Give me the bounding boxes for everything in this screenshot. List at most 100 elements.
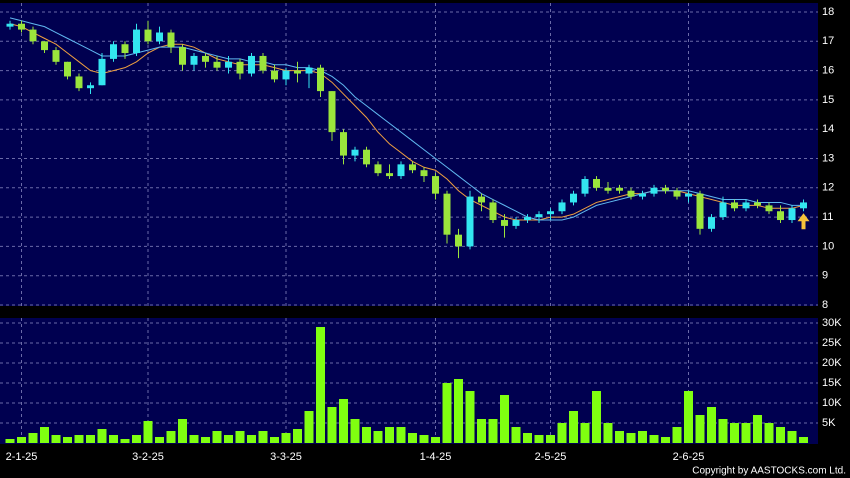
y-tick-label: 5K [822, 417, 836, 429]
candle-body [179, 47, 186, 65]
volume-bar [615, 431, 624, 443]
volume-bar [166, 431, 176, 443]
candle-body [144, 29, 152, 42]
candle-body [248, 55, 255, 74]
candle-body [52, 50, 60, 62]
candle-body [754, 202, 761, 206]
volume-bar [258, 431, 268, 443]
candle-body [29, 29, 37, 42]
candle-body [87, 85, 94, 89]
candle-body [75, 76, 83, 89]
volume-bar [350, 419, 360, 443]
candle-body [524, 217, 531, 221]
candle-body [501, 220, 508, 226]
volume-bar [281, 433, 291, 443]
volume-bar [649, 435, 659, 443]
candle-body [535, 214, 543, 218]
volume-bar [764, 423, 774, 443]
volume-bar [97, 429, 107, 443]
volume-bar [442, 383, 452, 443]
volume-bar [592, 391, 601, 443]
volume-bar [120, 439, 130, 443]
candle-body [133, 29, 140, 54]
candle-body [282, 70, 290, 80]
candle-body [6, 23, 14, 27]
y-tick-label: 17 [822, 35, 834, 47]
candle-body [41, 41, 48, 51]
volume-bar [339, 399, 348, 443]
volume-bar [5, 439, 15, 443]
volume-bar [603, 423, 613, 443]
volume-bar [546, 435, 555, 443]
candle-body [512, 220, 520, 226]
candle-body [443, 193, 451, 235]
candle-body [121, 44, 129, 54]
ma-line [9, 17, 804, 221]
volume-bar [212, 431, 222, 443]
volume-bar [51, 435, 61, 443]
candle-body [489, 202, 497, 221]
x-tick-label: 2-5-25 [535, 451, 567, 463]
volume-bar [17, 437, 26, 443]
y-tick-label: 15K [822, 377, 842, 389]
volume-bar [695, 415, 705, 443]
candle-body [788, 208, 796, 221]
volume-bar [638, 431, 647, 443]
y-tick-label: 10 [822, 240, 834, 252]
volume-bar [235, 431, 245, 443]
volume-bar [224, 435, 233, 443]
volume-bar [293, 429, 302, 443]
volume-bar [40, 427, 49, 443]
candle-body [190, 55, 198, 65]
volume-bar [511, 427, 521, 443]
volume-bar [63, 437, 72, 443]
volume-bar [362, 427, 371, 443]
volume-bar [488, 419, 498, 443]
candle-body [570, 193, 577, 203]
y-tick-label: 10K [822, 397, 842, 409]
candle-body [432, 176, 439, 194]
volume-bar [465, 391, 475, 443]
candle-body [236, 61, 244, 74]
volume-bar [672, 427, 682, 443]
candle-body [581, 179, 589, 194]
candle-body [616, 187, 623, 191]
candle-body [742, 202, 750, 209]
candle-body [202, 55, 209, 62]
volume-bar [431, 437, 440, 443]
volume-bar [799, 437, 808, 443]
candle-body [374, 164, 382, 174]
candle-body [800, 202, 807, 209]
volume-bar [327, 407, 337, 443]
candle-body [627, 190, 635, 197]
candle-body [409, 164, 416, 171]
candle-body [466, 196, 474, 247]
volume-bar [247, 435, 256, 443]
candle-body [64, 61, 71, 77]
y-tick-label: 14 [822, 123, 834, 135]
volume-bar [741, 423, 751, 443]
y-tick-label: 16 [822, 65, 834, 77]
candle-body [98, 58, 106, 86]
y-tick-label: 12 [822, 182, 834, 194]
candle-body [420, 170, 428, 177]
volume-bar [557, 423, 567, 443]
candle-body [604, 187, 612, 191]
candle-body [731, 202, 738, 209]
candle-body [685, 193, 692, 197]
candle-body [363, 149, 370, 165]
volume-bar [143, 421, 153, 443]
volume-bar [270, 437, 279, 443]
volume-bar [109, 435, 118, 443]
volume-bar [373, 431, 383, 443]
candle-body [478, 196, 485, 203]
x-tick-label: 2-1-25 [6, 451, 38, 463]
candle-body [294, 70, 301, 74]
volume-bar [155, 437, 164, 443]
x-tick-label: 1-4-25 [420, 451, 452, 463]
volume-bar [523, 433, 532, 443]
candle-body [719, 202, 727, 218]
volume-bar [132, 435, 141, 443]
y-tick-label: 13 [822, 152, 834, 164]
